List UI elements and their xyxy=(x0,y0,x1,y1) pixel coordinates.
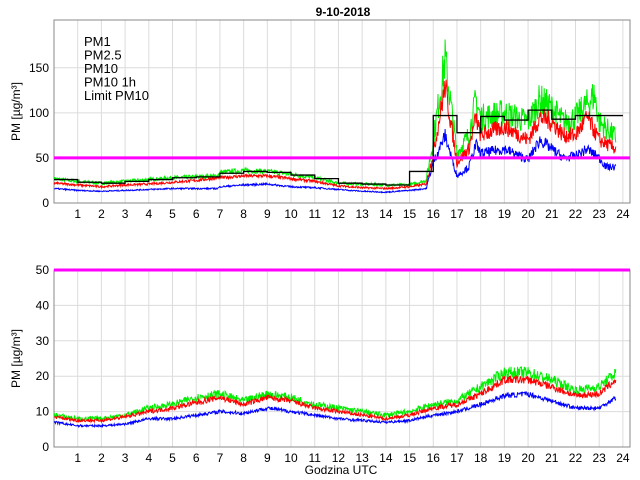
x-tick-label: 15 xyxy=(403,451,417,465)
x-tick-label: 12 xyxy=(332,451,346,465)
x-tick-label: 18 xyxy=(474,451,488,465)
x-tick-label: 19 xyxy=(498,207,512,221)
x-tick-label: 22 xyxy=(569,207,583,221)
y-tick-label: 0 xyxy=(42,196,49,210)
x-tick-label: 3 xyxy=(122,207,129,221)
x-tick-label: 9 xyxy=(264,207,271,221)
x-tick-label: 21 xyxy=(545,451,559,465)
x-tick-label: 24 xyxy=(616,451,630,465)
y-tick-label: 100 xyxy=(29,106,49,120)
x-tick-label: 10 xyxy=(284,451,298,465)
y-tick-label: 50 xyxy=(36,263,50,277)
x-tick-label: 5 xyxy=(169,207,176,221)
x-tick-label: 15 xyxy=(403,207,417,221)
x-tick-label: 2 xyxy=(98,207,105,221)
x-tick-label: 6 xyxy=(193,451,200,465)
x-tick-label: 12 xyxy=(332,207,346,221)
y-tick-label: 0 xyxy=(42,440,49,454)
x-tick-label: 23 xyxy=(593,207,607,221)
x-tick-label: 16 xyxy=(427,451,441,465)
y-tick-label: 20 xyxy=(36,369,50,383)
plot-area xyxy=(54,270,630,447)
y-axis-label: PM [µg/m³] xyxy=(9,82,23,141)
x-tick-label: 10 xyxy=(284,207,298,221)
legend-entry: PM10 xyxy=(84,61,118,76)
x-tick-label: 8 xyxy=(240,451,247,465)
y-tick-label: 150 xyxy=(29,61,49,75)
x-tick-label: 17 xyxy=(450,451,464,465)
x-tick-label: 13 xyxy=(355,207,369,221)
x-tick-label: 7 xyxy=(217,207,224,221)
x-axis-label: Godzina UTC xyxy=(305,463,378,477)
x-tick-label: 7 xyxy=(217,451,224,465)
y-tick-label: 50 xyxy=(36,151,50,165)
x-tick-label: 17 xyxy=(450,207,464,221)
legend-entry: PM2.5 xyxy=(84,48,122,63)
x-tick-label: 16 xyxy=(427,207,441,221)
x-tick-label: 14 xyxy=(379,451,393,465)
x-tick-label: 18 xyxy=(474,207,488,221)
x-tick-label: 4 xyxy=(145,451,152,465)
x-tick-label: 19 xyxy=(498,451,512,465)
series-pm10-line xyxy=(53,365,617,423)
x-tick-label: 20 xyxy=(521,451,535,465)
y-tick-label: 30 xyxy=(36,334,50,348)
x-tick-label: 4 xyxy=(145,207,152,221)
series-pm1-line xyxy=(53,391,617,429)
series-pm2-5-line xyxy=(53,375,617,424)
series-pm10-1h-line xyxy=(54,109,623,186)
legend-entry: PM10 1h xyxy=(84,75,136,90)
y-tick-label: 40 xyxy=(36,298,50,312)
x-tick-label: 5 xyxy=(169,451,176,465)
x-tick-label: 8 xyxy=(240,207,247,221)
x-tick-label: 1 xyxy=(74,207,81,221)
x-tick-label: 6 xyxy=(193,207,200,221)
x-tick-label: 11 xyxy=(309,451,322,465)
y-tick-label: 10 xyxy=(36,405,50,419)
x-tick-label: 23 xyxy=(593,451,607,465)
plot-frame xyxy=(53,19,631,204)
x-tick-label: 20 xyxy=(521,207,535,221)
legend-entry: PM1 xyxy=(84,34,111,49)
chart-title: 9-10-2018 xyxy=(316,5,371,19)
x-tick-label: 11 xyxy=(309,207,322,221)
y-axis-label: PM [µg/m³] xyxy=(9,329,23,388)
x-tick-label: 22 xyxy=(569,451,583,465)
x-tick-label: 9 xyxy=(264,451,271,465)
x-tick-label: 1 xyxy=(74,451,81,465)
legend-entry: Limit PM10 xyxy=(84,88,149,103)
x-tick-label: 21 xyxy=(545,207,559,221)
series-pm2-5-line xyxy=(53,79,617,191)
series-pm10-line xyxy=(53,39,617,189)
x-tick-label: 14 xyxy=(379,207,393,221)
x-tick-label: 3 xyxy=(122,451,129,465)
x-tick-label: 24 xyxy=(616,207,630,221)
x-tick-label: 2 xyxy=(98,451,105,465)
bottom-plot: 1 2 3 4 5 6 7 8 9 10 11 12 13 14 15 16 17 18 19 20 21 22 23 240… xyxy=(9,263,631,465)
x-tick-label: 13 xyxy=(355,451,369,465)
top-plot: 1 2 3 4 5 6 7 8 9 10 11 12 13 14 15 16 17 18 19 20 21 22 23 240… xyxy=(9,19,631,221)
